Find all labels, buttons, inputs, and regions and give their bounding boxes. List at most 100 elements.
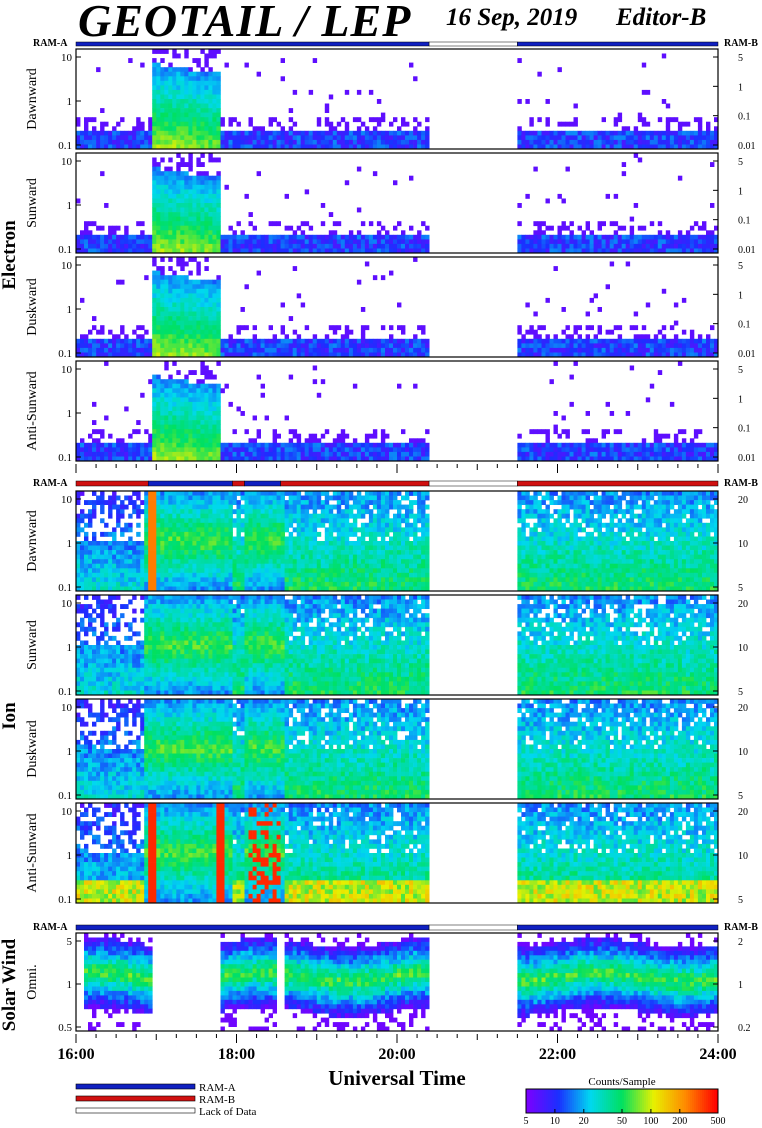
heatmap-cell (92, 509, 97, 515)
heatmap-cell (545, 456, 550, 462)
heatmap-cell (180, 563, 185, 569)
heatmap-cell (673, 243, 679, 249)
heatmap-cell (132, 554, 137, 560)
heatmap-cell (180, 225, 185, 231)
heatmap-cell (565, 135, 570, 141)
heatmap-cell (397, 442, 402, 448)
heatmap-cell (140, 451, 145, 457)
heatmap-cell (236, 329, 241, 335)
heatmap-cell (533, 429, 538, 435)
heatmap-cell (176, 536, 181, 542)
heatmap-cell (176, 99, 181, 104)
heatmap-cell (148, 139, 153, 145)
heatmap-cell (312, 343, 318, 349)
heatmap-cell (76, 577, 81, 583)
heatmap-cell (284, 193, 289, 199)
heatmap-cell (284, 139, 289, 145)
heatmap-cell (172, 500, 177, 505)
heatmap-cell (124, 230, 129, 236)
heatmap-cell (176, 581, 181, 587)
heatmap-cell (88, 144, 93, 150)
heatmap-cell (212, 49, 217, 54)
heatmap-cell (364, 130, 370, 136)
heatmap-cell (240, 581, 245, 587)
heatmap-cell (140, 568, 145, 574)
heatmap-cell (260, 504, 265, 510)
heatmap-cell (685, 135, 691, 141)
heatmap-cell (124, 522, 129, 528)
heatmap-cell (188, 433, 193, 439)
heatmap-cell (561, 429, 566, 435)
heatmap-cell (517, 130, 522, 136)
heatmap-cell (348, 248, 354, 254)
heatmap-cell (216, 180, 221, 186)
heatmap-cell (617, 243, 623, 249)
heatmap-cell (168, 545, 173, 551)
heatmap-cell (180, 297, 185, 303)
heatmap-cell (669, 234, 675, 240)
heatmap-cell (589, 343, 594, 349)
heatmap-cell (653, 347, 659, 353)
heatmap-cell (208, 225, 213, 231)
heatmap-cell (192, 297, 197, 303)
heatmap-cell (220, 451, 225, 457)
heatmap-cell (260, 559, 265, 565)
heatmap-cell (633, 153, 639, 158)
heatmap-cell (641, 89, 647, 95)
heatmap-cell (132, 243, 137, 249)
heatmap-cell (136, 121, 141, 127)
heatmap-cell (409, 135, 414, 141)
heatmap-cell (316, 451, 322, 457)
heatmap-cell (336, 135, 342, 141)
heatmap-cell (413, 243, 418, 249)
heatmap-cell (292, 500, 298, 505)
heatmap-cell (112, 343, 117, 349)
heatmap-cell (148, 347, 153, 353)
heatmap-cell (292, 577, 298, 583)
heatmap-cell (324, 429, 330, 435)
heatmap-cell (172, 433, 177, 439)
heatmap-cell (172, 325, 177, 331)
heatmap-cell (140, 577, 145, 583)
heatmap-cell (409, 130, 414, 136)
heatmap-cell (356, 243, 362, 249)
heatmap-cell (685, 234, 691, 240)
heatmap-cell (597, 447, 602, 453)
heatmap-cell (577, 234, 582, 240)
heatmap-cell (128, 522, 133, 528)
heatmap-cell (252, 456, 257, 462)
heatmap-cell (116, 130, 121, 136)
heatmap-cell (637, 243, 643, 249)
heatmap-cell (569, 239, 574, 245)
heatmap-cell (569, 130, 574, 136)
heatmap-cell (120, 509, 125, 515)
heatmap-cell (240, 352, 245, 358)
heatmap-cell (188, 225, 193, 231)
heatmap-cell (569, 374, 574, 380)
heatmap-cell (172, 99, 177, 104)
heatmap-cell (144, 577, 149, 583)
heatmap-cell (152, 504, 157, 510)
heatmap-cell (148, 126, 153, 132)
heatmap-cell (188, 112, 193, 118)
heatmap-cell (144, 545, 149, 551)
heatmap-cell (92, 243, 97, 249)
heatmap-cell (617, 343, 623, 349)
heatmap-cell (196, 175, 201, 181)
heatmap-cell (657, 447, 663, 453)
heatmap-cell (561, 456, 566, 462)
heatmap-cell (200, 397, 205, 403)
heatmap-cell (393, 451, 398, 457)
heatmap-cell (76, 447, 81, 453)
heatmap-cell (252, 518, 257, 524)
heatmap-cell (184, 442, 189, 448)
heatmap-cell (216, 239, 221, 245)
heatmap-cell (196, 99, 201, 104)
heatmap-cell (144, 581, 149, 587)
heatmap-cell (136, 338, 141, 344)
heatmap-cell (224, 581, 229, 587)
heatmap-cell (200, 429, 205, 435)
heatmap-cell (208, 80, 213, 86)
heatmap-cell (108, 248, 113, 254)
heatmap-cell (148, 518, 153, 524)
